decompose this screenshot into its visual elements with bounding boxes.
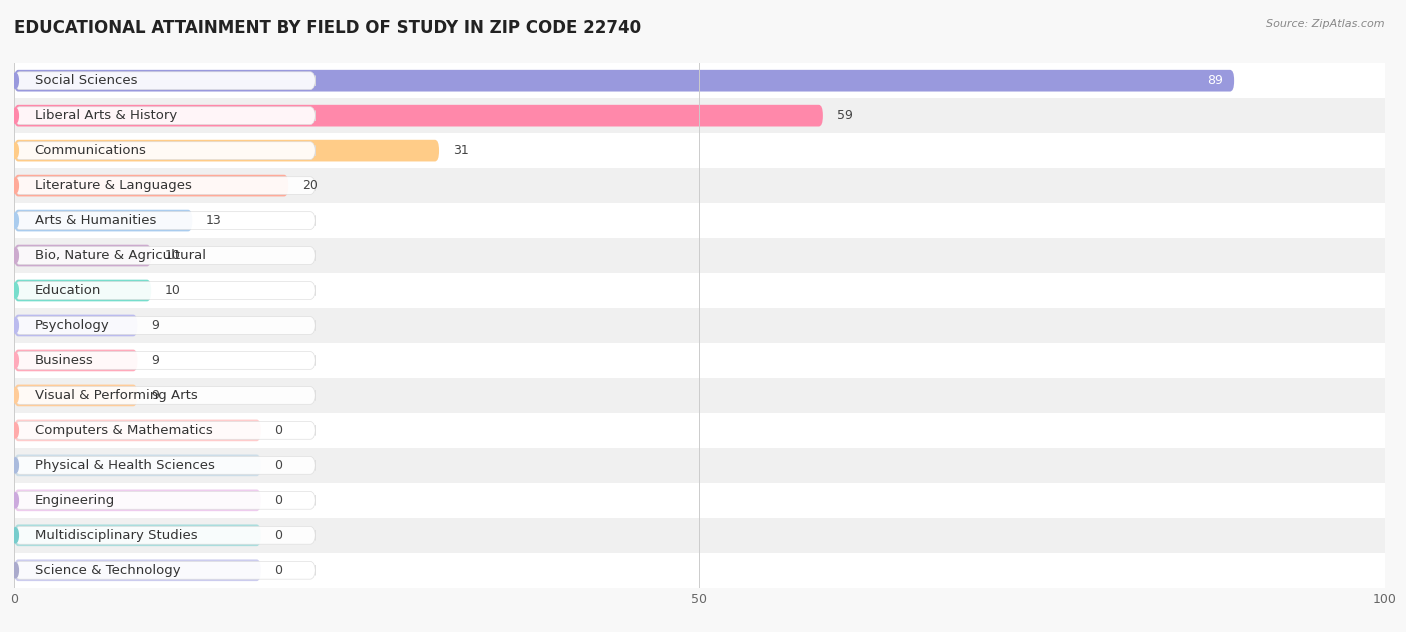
FancyBboxPatch shape bbox=[14, 210, 193, 231]
FancyBboxPatch shape bbox=[14, 420, 262, 441]
Circle shape bbox=[13, 528, 18, 543]
Text: 0: 0 bbox=[274, 564, 283, 577]
FancyBboxPatch shape bbox=[14, 490, 262, 511]
Circle shape bbox=[13, 143, 18, 158]
Text: Science & Technology: Science & Technology bbox=[35, 564, 180, 577]
Bar bbox=[14, 63, 1385, 98]
Text: 0: 0 bbox=[274, 494, 283, 507]
Bar bbox=[14, 413, 1385, 448]
FancyBboxPatch shape bbox=[14, 177, 315, 195]
Bar bbox=[14, 448, 1385, 483]
Text: Education: Education bbox=[35, 284, 101, 297]
FancyBboxPatch shape bbox=[14, 422, 315, 439]
Bar bbox=[14, 378, 1385, 413]
Text: Physical & Health Sciences: Physical & Health Sciences bbox=[35, 459, 215, 472]
FancyBboxPatch shape bbox=[14, 280, 152, 301]
Circle shape bbox=[13, 108, 18, 123]
Text: Business: Business bbox=[35, 354, 93, 367]
Text: 9: 9 bbox=[152, 389, 159, 402]
FancyBboxPatch shape bbox=[14, 526, 315, 544]
FancyBboxPatch shape bbox=[14, 349, 138, 371]
FancyBboxPatch shape bbox=[14, 492, 315, 509]
FancyBboxPatch shape bbox=[14, 385, 138, 406]
Text: Visual & Performing Arts: Visual & Performing Arts bbox=[35, 389, 197, 402]
FancyBboxPatch shape bbox=[14, 107, 315, 125]
Text: Liberal Arts & History: Liberal Arts & History bbox=[35, 109, 177, 122]
Text: Bio, Nature & Agricultural: Bio, Nature & Agricultural bbox=[35, 249, 205, 262]
Text: 10: 10 bbox=[165, 284, 181, 297]
FancyBboxPatch shape bbox=[14, 282, 315, 300]
Bar bbox=[14, 343, 1385, 378]
Text: Social Sciences: Social Sciences bbox=[35, 74, 138, 87]
Circle shape bbox=[13, 73, 18, 88]
Bar bbox=[14, 483, 1385, 518]
Text: Psychology: Psychology bbox=[35, 319, 110, 332]
FancyBboxPatch shape bbox=[14, 72, 315, 90]
FancyBboxPatch shape bbox=[14, 140, 439, 161]
Circle shape bbox=[13, 458, 18, 473]
Text: 59: 59 bbox=[837, 109, 852, 122]
Text: Computers & Mathematics: Computers & Mathematics bbox=[35, 424, 212, 437]
Text: EDUCATIONAL ATTAINMENT BY FIELD OF STUDY IN ZIP CODE 22740: EDUCATIONAL ATTAINMENT BY FIELD OF STUDY… bbox=[14, 19, 641, 37]
FancyBboxPatch shape bbox=[14, 351, 315, 369]
FancyBboxPatch shape bbox=[14, 245, 152, 266]
FancyBboxPatch shape bbox=[14, 105, 823, 126]
Circle shape bbox=[13, 178, 18, 193]
Bar bbox=[14, 518, 1385, 553]
Bar bbox=[14, 553, 1385, 588]
Bar bbox=[14, 273, 1385, 308]
FancyBboxPatch shape bbox=[14, 175, 288, 197]
Text: Source: ZipAtlas.com: Source: ZipAtlas.com bbox=[1267, 19, 1385, 29]
FancyBboxPatch shape bbox=[14, 456, 315, 474]
FancyBboxPatch shape bbox=[14, 315, 138, 336]
FancyBboxPatch shape bbox=[14, 561, 315, 579]
Circle shape bbox=[13, 562, 18, 578]
Text: 13: 13 bbox=[207, 214, 222, 227]
FancyBboxPatch shape bbox=[14, 559, 262, 581]
Text: 0: 0 bbox=[274, 424, 283, 437]
Text: 89: 89 bbox=[1208, 74, 1223, 87]
Circle shape bbox=[13, 248, 18, 263]
Text: Multidisciplinary Studies: Multidisciplinary Studies bbox=[35, 529, 197, 542]
Circle shape bbox=[13, 423, 18, 438]
Bar bbox=[14, 168, 1385, 203]
FancyBboxPatch shape bbox=[14, 317, 315, 334]
Circle shape bbox=[13, 318, 18, 333]
Circle shape bbox=[13, 213, 18, 228]
Bar bbox=[14, 133, 1385, 168]
Text: Communications: Communications bbox=[35, 144, 146, 157]
Circle shape bbox=[13, 493, 18, 508]
Text: 0: 0 bbox=[274, 529, 283, 542]
Bar bbox=[14, 203, 1385, 238]
FancyBboxPatch shape bbox=[14, 212, 315, 229]
FancyBboxPatch shape bbox=[14, 246, 315, 264]
FancyBboxPatch shape bbox=[14, 454, 262, 476]
Text: 10: 10 bbox=[165, 249, 181, 262]
Text: 9: 9 bbox=[152, 354, 159, 367]
Text: 20: 20 bbox=[302, 179, 318, 192]
FancyBboxPatch shape bbox=[14, 70, 1234, 92]
Bar bbox=[14, 238, 1385, 273]
FancyBboxPatch shape bbox=[14, 525, 262, 546]
FancyBboxPatch shape bbox=[14, 142, 315, 159]
Text: Engineering: Engineering bbox=[35, 494, 115, 507]
FancyBboxPatch shape bbox=[14, 387, 315, 404]
Circle shape bbox=[13, 283, 18, 298]
Text: 9: 9 bbox=[152, 319, 159, 332]
Bar bbox=[14, 308, 1385, 343]
Text: 0: 0 bbox=[274, 459, 283, 472]
Circle shape bbox=[13, 388, 18, 403]
Text: Arts & Humanities: Arts & Humanities bbox=[35, 214, 156, 227]
Text: Literature & Languages: Literature & Languages bbox=[35, 179, 191, 192]
Bar bbox=[14, 98, 1385, 133]
Text: 31: 31 bbox=[453, 144, 468, 157]
Circle shape bbox=[13, 353, 18, 368]
